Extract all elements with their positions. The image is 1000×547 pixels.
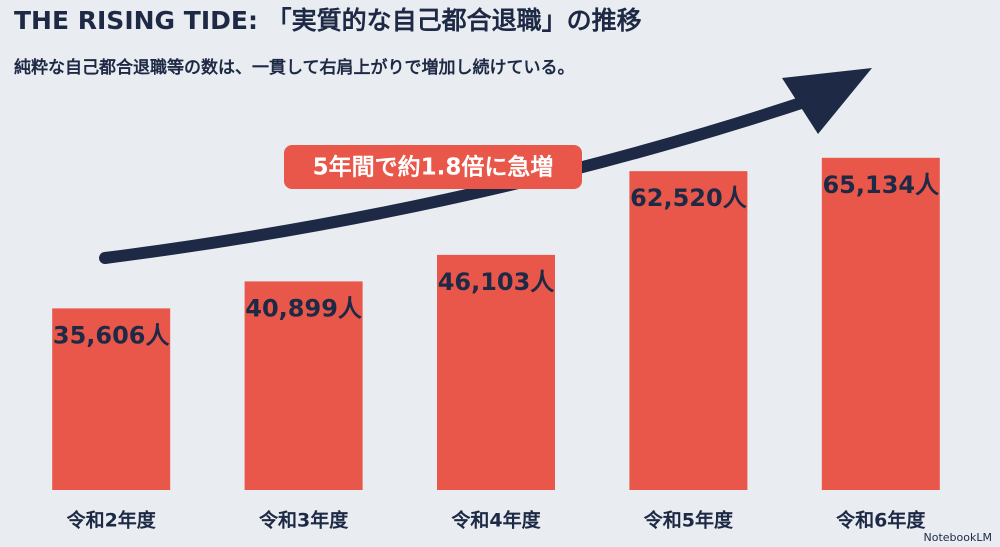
annotation: 5年間で約1.8倍に急増 xyxy=(313,154,554,181)
arrow-shaft xyxy=(99,94,816,264)
chart-title: THE RISING TIDE: 「実質的な自己都合退職」の推移 xyxy=(14,6,642,35)
chart-subtitle: 純粋な自己都合退職等の数は、一貫して右肩上がりで増加し続けている。 xyxy=(14,57,575,78)
x-tick-label: 令和3年度 xyxy=(259,509,349,532)
value-label: 35,606人 xyxy=(53,321,170,349)
x-tick-label: 令和5年度 xyxy=(644,509,734,532)
annotation-box xyxy=(284,145,582,189)
value-label: 62,520人 xyxy=(630,184,747,212)
value-label: 46,103人 xyxy=(438,268,555,296)
bar xyxy=(821,157,940,491)
arrow-head xyxy=(782,68,872,134)
bar xyxy=(437,254,555,490)
value-label: 40,899人 xyxy=(245,294,362,322)
x-tick-label: 令和2年度 xyxy=(67,509,157,532)
bar xyxy=(52,308,171,490)
x-tick-label: 令和6年度 xyxy=(836,509,926,532)
watermark: NotebookLM xyxy=(924,531,992,544)
bar xyxy=(244,281,363,490)
value-label: 65,134人 xyxy=(822,171,939,199)
x-tick-label: 令和4年度 xyxy=(451,509,541,532)
trend-arrow xyxy=(99,68,872,264)
bar xyxy=(629,171,748,490)
